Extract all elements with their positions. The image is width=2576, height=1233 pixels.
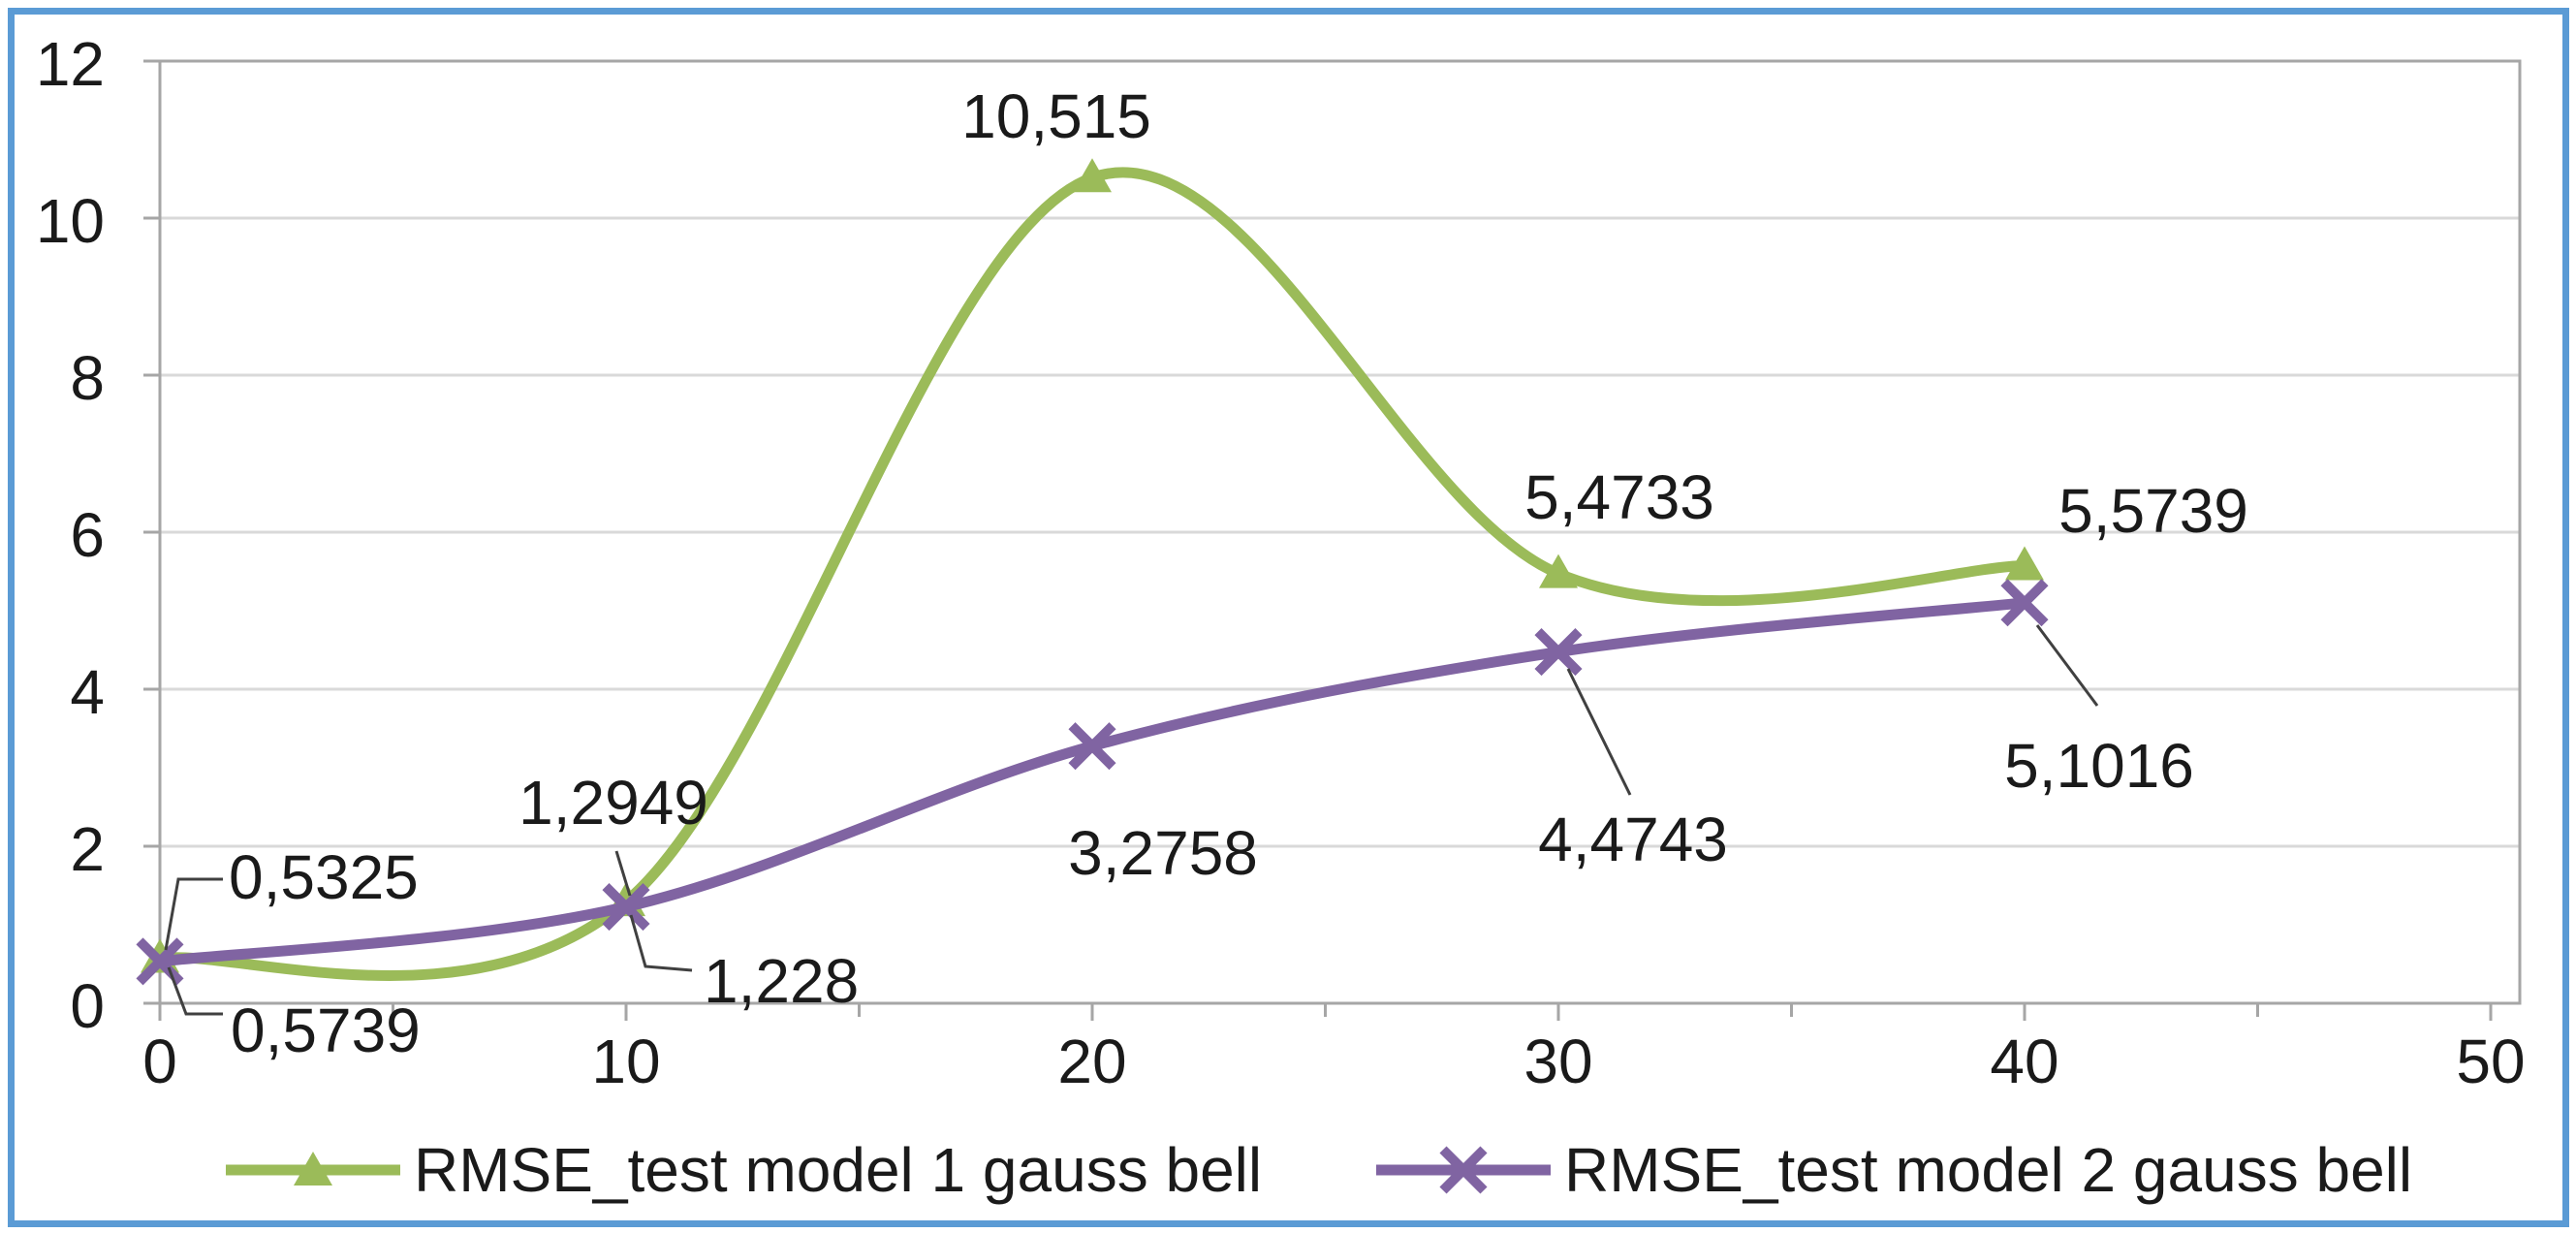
x-axis-label-0: 0 (142, 1027, 177, 1096)
data-label-series1-x20: 10,515 (961, 81, 1151, 151)
series2-x-marker-icon (136, 937, 184, 986)
x-axis-label-20: 20 (1057, 1027, 1126, 1096)
data-label-series2-x10: 1,228 (704, 946, 859, 1016)
y-axis-label-0: 0 (70, 971, 105, 1041)
y-axis-label-2: 2 (70, 814, 105, 884)
legend-label-model1: RMSE_test model 1 gauss bell (414, 1135, 1262, 1205)
data-label-leader-line (2035, 624, 2099, 707)
data-label-series1-x10: 1,2949 (518, 768, 708, 838)
data-label-leader-line (167, 966, 223, 1016)
series2-x-marker-icon (1534, 628, 1583, 677)
series-line-2 (154, 597, 2030, 967)
data-label-leader-line (614, 850, 632, 897)
y-axis-label-8: 8 (70, 343, 105, 413)
data-label-series2-x20: 3,2758 (1068, 818, 1258, 888)
y-axis-label-12: 12 (36, 29, 105, 99)
series1-triangle-marker-icon (1539, 553, 1578, 588)
data-label-series2-x30: 4,4743 (1538, 805, 1728, 874)
data-label-series2-x40: 5,1016 (2004, 731, 2194, 801)
x-axis-label-30: 30 (1524, 1027, 1592, 1096)
legend-x-marker-icon (1439, 1146, 1488, 1194)
data-label-series2-x0: 0,5325 (229, 842, 419, 912)
series2-x-marker-icon (1068, 722, 1116, 771)
series2-x-marker-icon (2000, 579, 2049, 627)
data-label-leader-line (1566, 668, 1632, 796)
chart-legend: RMSE_test model 1 gauss bell RMSE_test m… (226, 1135, 2412, 1205)
legend-label-model2: RMSE_test model 2 gauss bell (1564, 1135, 2412, 1205)
series1-triangle-marker-icon (1073, 158, 1112, 193)
x-axis-label-40: 40 (1990, 1027, 2058, 1096)
plot-area: 0 10 20 30 40 50 0 2 4 6 8 10 12 0,5739 1,2949 10,515 5,… (36, 29, 2526, 1096)
data-label-series1-x40: 5,5739 (2058, 476, 2248, 546)
series1-triangle-marker-icon (2005, 546, 2044, 581)
series2-x-marker-icon (602, 882, 650, 932)
legend-item-model2: RMSE_test model 2 gauss bell (1376, 1135, 2412, 1205)
data-label-series1-x0: 0,5739 (231, 996, 421, 1065)
legend-triangle-marker-icon (294, 1152, 332, 1186)
y-axis-label-4: 4 (70, 657, 105, 727)
data-label-leader-line (629, 914, 693, 972)
x-axis-label-10: 10 (591, 1027, 660, 1096)
data-label-leader-line (164, 877, 223, 951)
series-line-1 (154, 167, 2030, 981)
x-axis-label-50: 50 (2456, 1027, 2525, 1096)
legend-item-model1: RMSE_test model 1 gauss bell (226, 1135, 1262, 1205)
y-axis-label-10: 10 (36, 186, 105, 256)
y-axis-label-6: 6 (70, 500, 105, 570)
data-label-series1-x30: 5,4733 (1524, 462, 1714, 532)
